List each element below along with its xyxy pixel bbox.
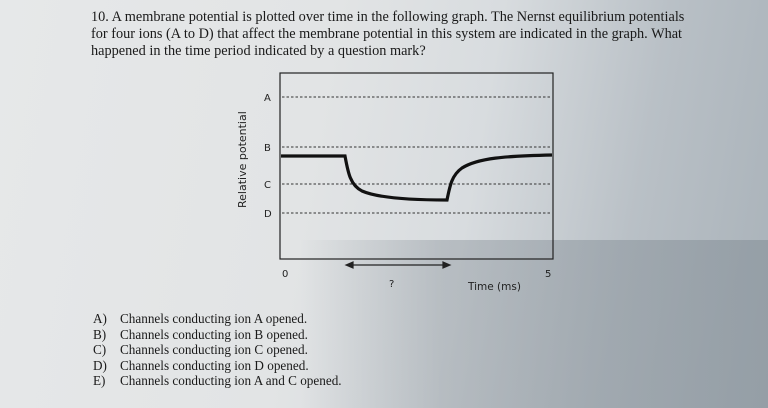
y-axis-label: Relative potential	[236, 111, 249, 208]
question-text: 10. A membrane potential is plotted over…	[91, 9, 691, 60]
potential-trace	[281, 153, 553, 202]
answer-e[interactable]: E) Channels conducting ion A and C opened…	[93, 373, 342, 389]
label-ion-d: D	[264, 209, 272, 220]
answer-b[interactable]: B) Channels conducting ion B opened.	[93, 326, 308, 342]
interval-arrow	[344, 261, 452, 269]
x-tick-0: 0	[282, 269, 288, 280]
label-ion-a: A	[264, 93, 271, 104]
label-ion-c: C	[264, 180, 271, 191]
answer-choices: A) Channels conducting ion A opened. B) Ch…	[93, 311, 342, 389]
answer-d[interactable]: D) Channels conducting ion D opened.	[93, 357, 309, 373]
x-tick-5: 5	[545, 269, 551, 280]
question-body: A membrane potential is plotted over tim…	[91, 9, 685, 59]
question-number: 10.	[91, 9, 109, 25]
answer-c[interactable]: C) Channels conducting ion C opened.	[93, 342, 308, 358]
answer-a[interactable]: A) Channels conducting ion A opened.	[93, 311, 308, 326]
plot-frame	[279, 72, 554, 260]
photo-shadow	[300, 240, 768, 408]
label-ion-b: B	[264, 143, 271, 154]
question-mark-annotation: ?	[389, 279, 394, 290]
x-axis-label: Time (ms)	[467, 281, 521, 293]
nernst-lines	[282, 96, 552, 214]
